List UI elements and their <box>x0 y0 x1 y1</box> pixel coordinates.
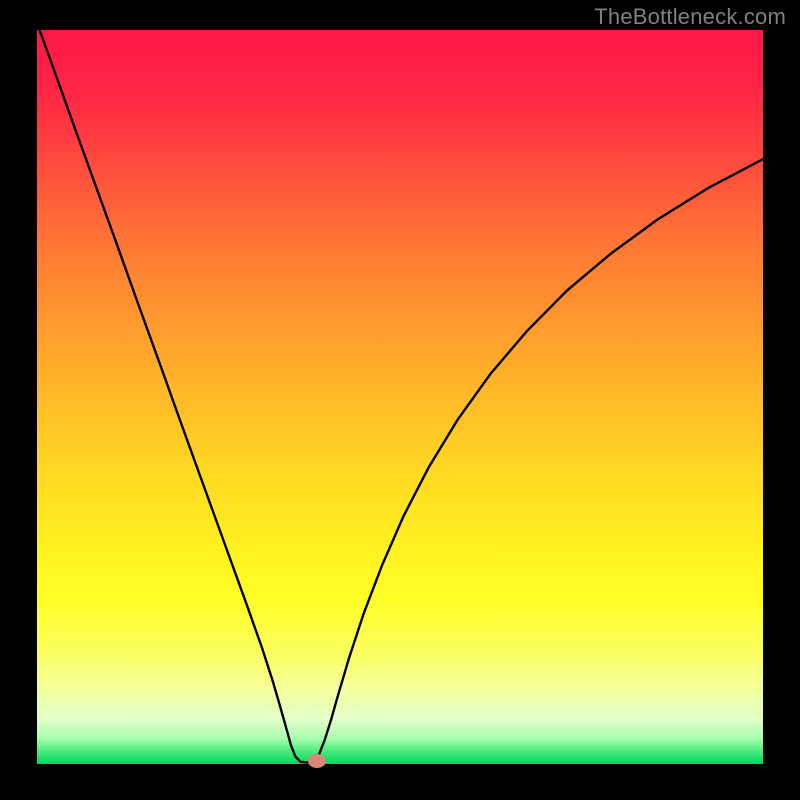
optimum-marker <box>308 754 326 768</box>
watermark-text: TheBottleneck.com <box>594 4 786 30</box>
curve-svg <box>37 30 763 764</box>
bottleneck-curve <box>37 23 763 763</box>
plot-area <box>37 30 763 764</box>
